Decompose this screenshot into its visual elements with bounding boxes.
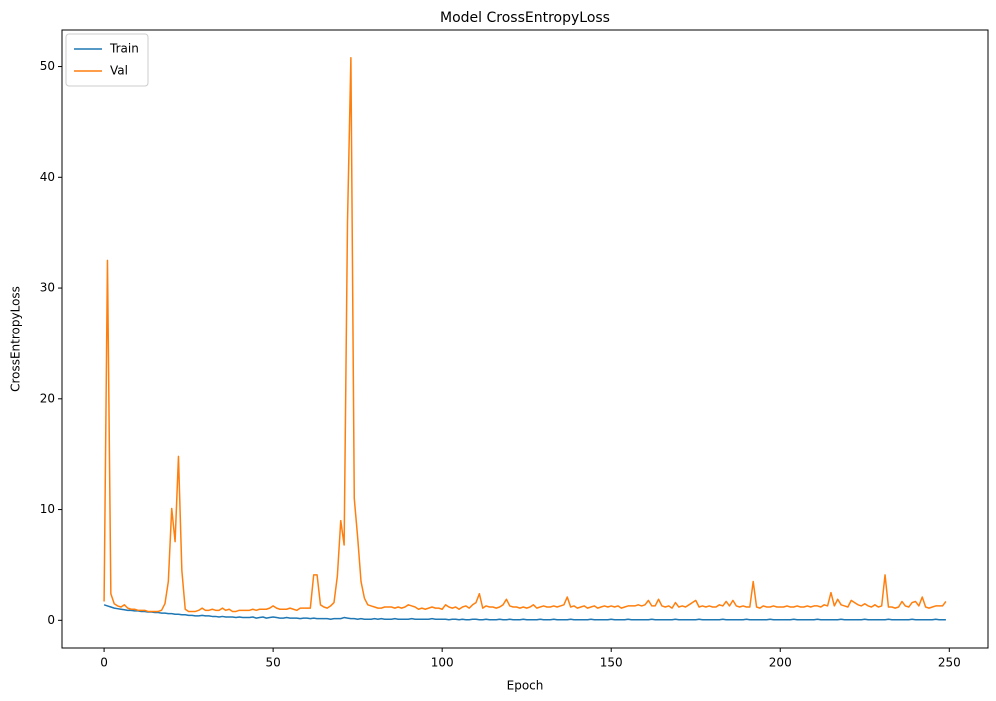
legend-label: Train bbox=[109, 42, 139, 56]
legend-box bbox=[65, 33, 149, 87]
x-tick-label: 150 bbox=[600, 656, 623, 670]
chart-title: Model CrossEntropyLoss bbox=[440, 10, 610, 26]
y-tick-label: 30 bbox=[40, 281, 55, 295]
x-axis-label: Epoch bbox=[507, 679, 544, 693]
y-tick-label: 0 bbox=[47, 613, 55, 627]
plot-frame bbox=[61, 29, 989, 649]
series-line bbox=[103, 56, 947, 613]
y-axis-label: CrossEntropyLoss bbox=[9, 286, 23, 392]
series-line bbox=[103, 604, 946, 621]
x-tick-label: 0 bbox=[100, 656, 108, 670]
y-tick-label: 20 bbox=[40, 391, 55, 405]
x-tick-label: 100 bbox=[431, 656, 454, 670]
legend-label: Val bbox=[110, 64, 128, 78]
x-tick-label: 200 bbox=[769, 656, 792, 670]
x-tick-label: 250 bbox=[938, 656, 961, 670]
y-tick-label: 10 bbox=[40, 502, 55, 516]
y-tick-label: 40 bbox=[40, 170, 55, 184]
x-tick-label: 50 bbox=[265, 656, 280, 670]
y-tick-label: 50 bbox=[40, 59, 55, 73]
